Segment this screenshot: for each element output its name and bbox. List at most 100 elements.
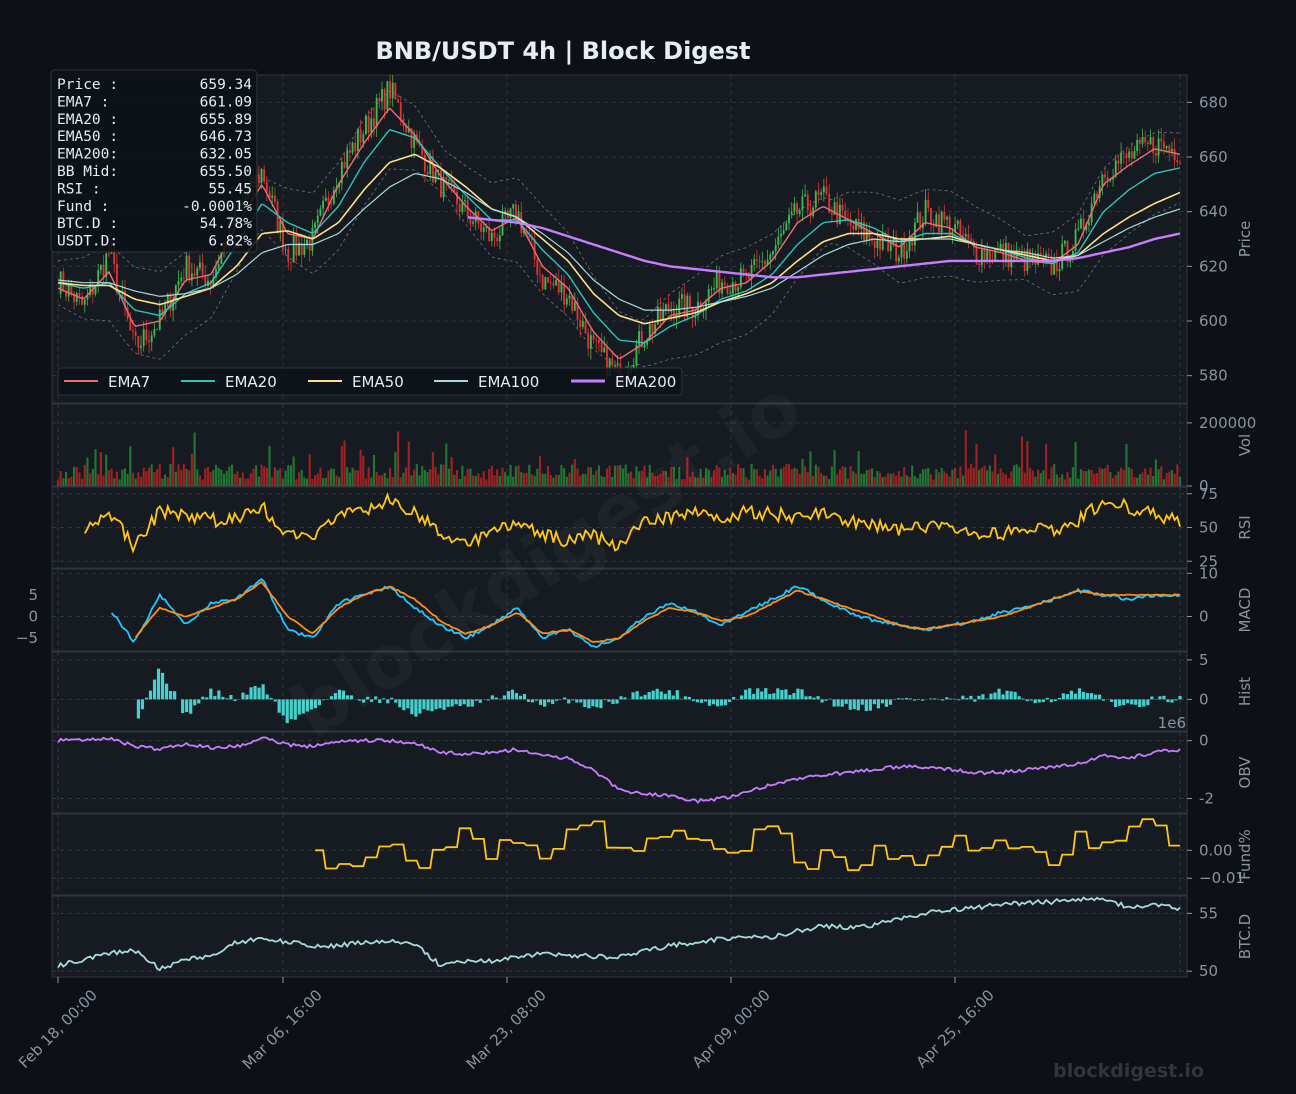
- volume-bar: [123, 468, 127, 486]
- candle-body: [825, 186, 828, 194]
- candle-body: [705, 302, 707, 311]
- info-label: RSI :: [57, 181, 101, 197]
- hist-bar: [201, 696, 205, 700]
- hist-bar: [824, 699, 828, 701]
- candle-body: [458, 204, 461, 212]
- candle-body: [820, 192, 823, 195]
- candle-body: [563, 283, 566, 305]
- volume-bar: [1004, 474, 1008, 486]
- hist-bar: [1081, 691, 1086, 700]
- hist-bar: [305, 699, 309, 712]
- candle-body: [394, 82, 397, 100]
- candle-body: [300, 242, 303, 255]
- volume-bar: [413, 469, 416, 486]
- candle-body: [814, 191, 817, 208]
- volume-bar: [608, 465, 611, 486]
- candle-body: [182, 277, 185, 279]
- volume-bar: [865, 470, 868, 486]
- volume-bar: [94, 449, 97, 486]
- volume-bar: [929, 474, 933, 486]
- hist-bar: [1065, 694, 1070, 700]
- volume-bar: [546, 466, 550, 486]
- candle-body: [188, 255, 191, 281]
- candle-body: [496, 237, 499, 242]
- hist-bar: [494, 697, 498, 700]
- hist-bar: [1118, 699, 1122, 706]
- candle-body: [1034, 253, 1037, 265]
- hist-bar: [808, 696, 812, 700]
- volume-bar: [222, 473, 226, 486]
- candle-body: [863, 222, 865, 240]
- volume-bar: [1130, 469, 1133, 486]
- candle-body: [838, 204, 841, 225]
- hist-bar: [953, 698, 957, 700]
- candle-body: [951, 231, 954, 236]
- hist-bar: [840, 699, 844, 707]
- volume-bar: [900, 476, 903, 486]
- volume-bar: [988, 465, 991, 486]
- volume-bar: [292, 456, 295, 486]
- hist-bar: [378, 699, 382, 704]
- panel-plot: [57, 896, 1181, 972]
- candle-body: [215, 268, 217, 278]
- candle-body: [1093, 193, 1096, 204]
- volume-bar: [463, 476, 467, 486]
- volume-bar: [1012, 465, 1016, 486]
- candle-body: [801, 196, 804, 211]
- hist-bar: [715, 699, 720, 707]
- candle-body: [145, 329, 148, 341]
- hist-bar: [619, 696, 623, 700]
- hist-bar: [406, 699, 410, 709]
- volume-bar: [287, 465, 290, 486]
- hist-bar: [309, 699, 313, 710]
- volume-bar: [1162, 479, 1166, 486]
- candle-body: [568, 295, 571, 299]
- series-line-macd: [110, 578, 1181, 649]
- hist-bar: [888, 699, 893, 705]
- volume-bar: [1050, 467, 1053, 486]
- volume-bar: [742, 468, 745, 486]
- candle-body: [680, 294, 683, 299]
- volume-bar: [726, 474, 729, 486]
- volume-bar: [1010, 471, 1013, 486]
- volume-bar: [99, 452, 102, 486]
- candle-body: [694, 315, 697, 318]
- hist-bar: [426, 699, 430, 711]
- volume-bar: [255, 465, 258, 486]
- hist-bar: [249, 687, 253, 700]
- candle-body: [533, 239, 536, 260]
- hist-bar: [498, 698, 502, 700]
- volume-bar: [844, 467, 847, 486]
- volume-bar: [849, 466, 852, 486]
- candle-body: [804, 194, 807, 197]
- hist-bar: [675, 690, 679, 700]
- volume-bar: [729, 468, 732, 486]
- hist-bar: [844, 699, 848, 704]
- volume-bar: [482, 471, 485, 486]
- candle-body: [442, 177, 445, 198]
- candle-body: [988, 250, 991, 260]
- panel-btc-d: 50 55 BTC.D: [51, 895, 1254, 980]
- candle-body: [220, 251, 223, 265]
- volume-bar: [105, 454, 108, 486]
- candle-body: [611, 358, 614, 366]
- volume-bar: [383, 472, 386, 486]
- candle-body: [1154, 153, 1157, 156]
- volume-bar: [89, 473, 92, 486]
- volume-bar: [734, 474, 737, 486]
- volume-bar: [640, 470, 643, 486]
- volume-bar: [477, 473, 480, 486]
- y-tick-label: 25: [1199, 552, 1218, 570]
- volume-bar: [648, 464, 651, 486]
- candle-body: [426, 171, 429, 175]
- volume-bar: [64, 471, 68, 486]
- candle-body: [932, 223, 935, 227]
- volume-bar: [496, 469, 499, 486]
- candle-body: [1106, 177, 1109, 181]
- candle-body: [1013, 250, 1015, 260]
- volume-bar: [616, 465, 619, 486]
- volume-bar: [217, 467, 220, 486]
- hist-bar: [289, 699, 293, 720]
- candle-body: [1160, 138, 1163, 142]
- hist-bar: [1130, 699, 1134, 705]
